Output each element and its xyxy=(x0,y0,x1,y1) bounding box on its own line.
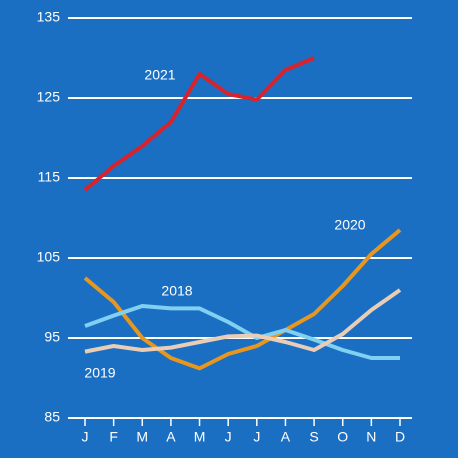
x-tick-label: M xyxy=(194,429,206,445)
series-line xyxy=(83,228,402,371)
series-label: 2018 xyxy=(161,283,192,299)
x-tick-label: N xyxy=(366,429,376,445)
x-tick-label: J xyxy=(225,429,232,445)
x-tick-label: J xyxy=(82,429,89,445)
x-tick-label: A xyxy=(166,429,176,445)
y-tick-label: 95 xyxy=(44,329,60,345)
x-tick-label: O xyxy=(337,429,348,445)
x-tick-label: A xyxy=(281,429,291,445)
y-tick-label: 135 xyxy=(37,9,61,25)
series-label: 2019 xyxy=(84,365,115,381)
x-tick-label: J xyxy=(253,429,260,445)
x-tick-label: D xyxy=(395,429,405,445)
y-tick-label: 115 xyxy=(38,169,61,185)
series-label: 2020 xyxy=(334,217,365,233)
y-tick-label: 105 xyxy=(37,249,61,265)
x-tick-label: F xyxy=(109,429,118,445)
series-line xyxy=(84,304,400,360)
x-tick-label: S xyxy=(309,429,318,445)
y-tick-label: 125 xyxy=(37,89,61,105)
series-line xyxy=(84,288,402,354)
y-tick-label: 85 xyxy=(44,409,60,425)
series-label: 2021 xyxy=(144,67,175,83)
x-tick-label: M xyxy=(136,429,148,445)
series-line xyxy=(83,56,315,192)
